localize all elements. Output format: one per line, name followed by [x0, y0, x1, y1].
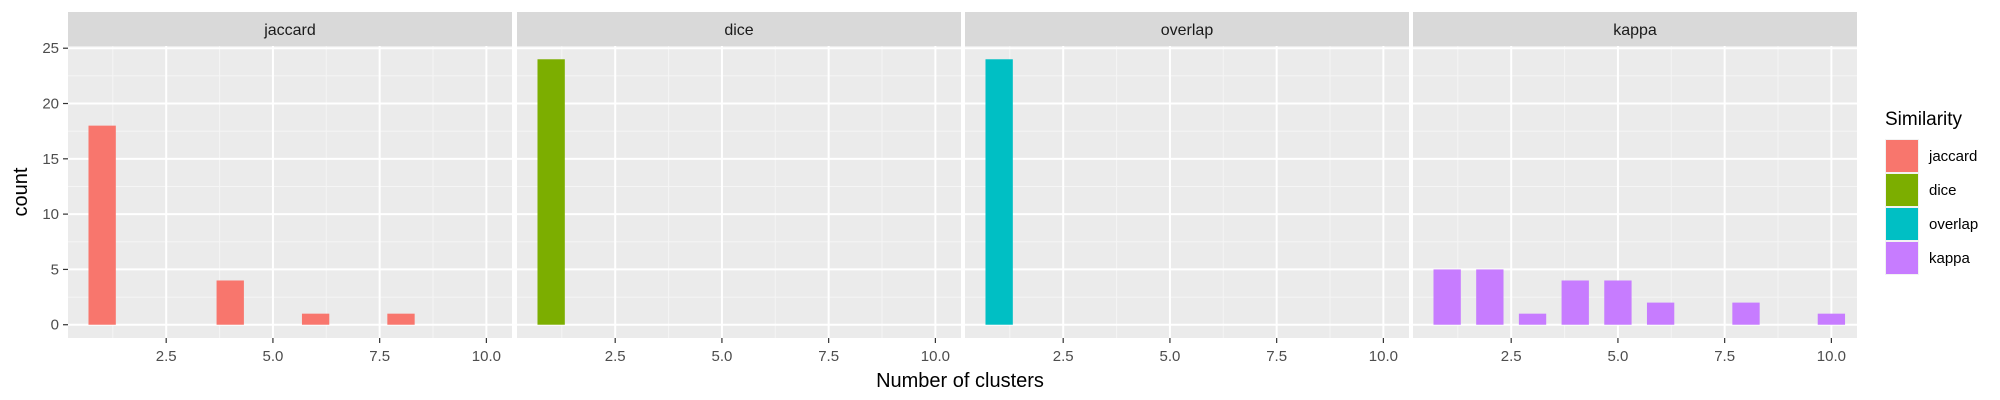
legend-title: Similarity: [1885, 109, 1963, 130]
x-tick-label: 10.0: [472, 348, 501, 365]
facet-strip-label: dice: [724, 22, 753, 39]
x-tick-label: 2.5: [1053, 348, 1074, 365]
x-tick-label: 7.5: [1714, 348, 1735, 365]
facet-strip: [68, 12, 512, 46]
legend-item-jaccard: jaccard: [1885, 139, 1977, 173]
x-tick-label: 7.5: [369, 348, 390, 365]
legend-swatch: [1886, 140, 1918, 172]
legend: Similarity jaccard dice overlap kappa: [1885, 109, 1978, 275]
facet-strip-label: kappa: [1613, 22, 1657, 39]
plot-background: [965, 46, 1409, 338]
legend-item-kappa: kappa: [1885, 241, 1971, 275]
x-tick-label: 2.5: [605, 348, 626, 365]
facet-strip-label: jaccard: [263, 22, 316, 39]
bar: [1433, 269, 1461, 325]
x-tick-label: 5.0: [262, 348, 283, 365]
legend-item-dice: dice: [1885, 173, 1957, 207]
x-tick-label: 10.0: [1817, 348, 1846, 365]
y-tick-label: 15: [42, 151, 59, 168]
x-tick-label: 2.5: [1501, 348, 1522, 365]
x-tick-label: 5.0: [1607, 348, 1628, 365]
bar: [301, 313, 330, 325]
facet-panel-jaccard: jaccard 2.5 5.0 7.5 10.0: [68, 12, 512, 365]
facet-strip: [1413, 12, 1857, 46]
bar: [1518, 313, 1547, 325]
bar: [1732, 302, 1760, 325]
facet-panel-dice: dice 2.5 5.0 7.5 10.0: [517, 12, 961, 365]
x-tick-label: 7.5: [1266, 348, 1287, 365]
facet-panel-overlap: overlap 2.5 5.0 7.5 10.0: [965, 12, 1409, 365]
bar: [985, 59, 1013, 325]
facet-strip: [517, 12, 961, 46]
bar: [1561, 280, 1589, 325]
bar: [216, 280, 244, 325]
x-tick-label: 10.0: [1369, 348, 1398, 365]
legend-label: overlap: [1929, 216, 1978, 233]
y-tick-label: 20: [42, 96, 59, 113]
x-tick-label: 5.0: [1159, 348, 1180, 365]
x-tick-label: 2.5: [156, 348, 177, 365]
legend-label: jaccard: [1928, 148, 1977, 165]
legend-swatch: [1886, 174, 1918, 206]
y-tick-label: 0: [51, 317, 59, 334]
legend-swatch: [1886, 208, 1918, 240]
legend-swatch: [1886, 242, 1918, 274]
y-tick-label: 10: [42, 206, 59, 223]
y-tick-label: 5: [51, 261, 59, 278]
legend-item-overlap: overlap: [1885, 207, 1978, 241]
bar: [1646, 302, 1675, 325]
x-tick-label: 5.0: [711, 348, 732, 365]
plot-background: [517, 46, 961, 338]
bar: [1476, 269, 1504, 325]
facet-panel-kappa: kappa 2.5 5.0 7.5 10.0: [1413, 12, 1857, 365]
bar: [1817, 313, 1846, 325]
legend-label: kappa: [1929, 250, 1971, 267]
bar: [88, 125, 116, 325]
y-axis-title: count: [10, 167, 32, 216]
bar: [387, 313, 415, 325]
x-axis-title: Number of clusters: [876, 370, 1044, 392]
facet-strip-label: overlap: [1161, 22, 1214, 39]
x-tick-label: 10.0: [921, 348, 950, 365]
y-tick-label: 25: [42, 40, 59, 57]
plot-background: [68, 46, 512, 338]
bar: [1604, 280, 1632, 325]
legend-label: dice: [1929, 182, 1957, 199]
y-axis: 0 5 10 15 20 25: [42, 40, 68, 334]
bar: [537, 59, 565, 325]
facet-strip: [965, 12, 1409, 46]
x-tick-label: 7.5: [818, 348, 839, 365]
